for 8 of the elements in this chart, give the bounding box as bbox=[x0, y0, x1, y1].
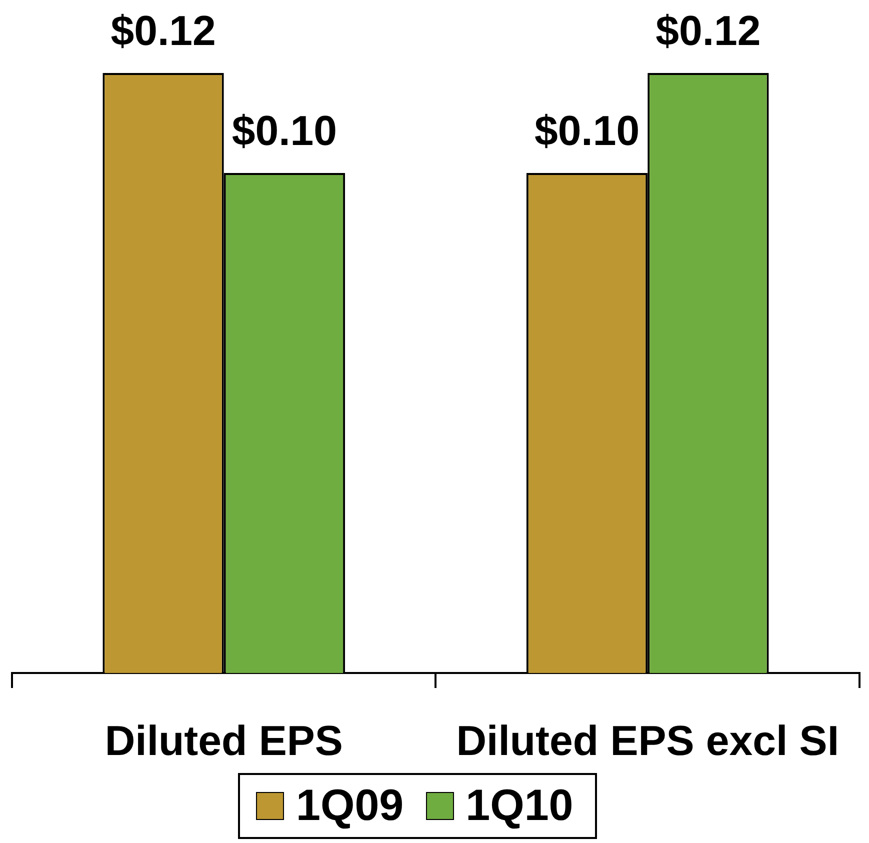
legend-label: 1Q09 bbox=[296, 781, 404, 831]
data-label: $0.12 bbox=[656, 7, 761, 54]
legend-label: 1Q10 bbox=[466, 781, 574, 831]
data-label: $0.12 bbox=[110, 7, 216, 54]
x-tick-label: Diluted EPS bbox=[104, 716, 343, 764]
data-label: $0.10 bbox=[232, 107, 338, 154]
data-label: $0.10 bbox=[534, 107, 640, 154]
x-tick-label: Diluted EPS excl SI bbox=[456, 716, 840, 764]
